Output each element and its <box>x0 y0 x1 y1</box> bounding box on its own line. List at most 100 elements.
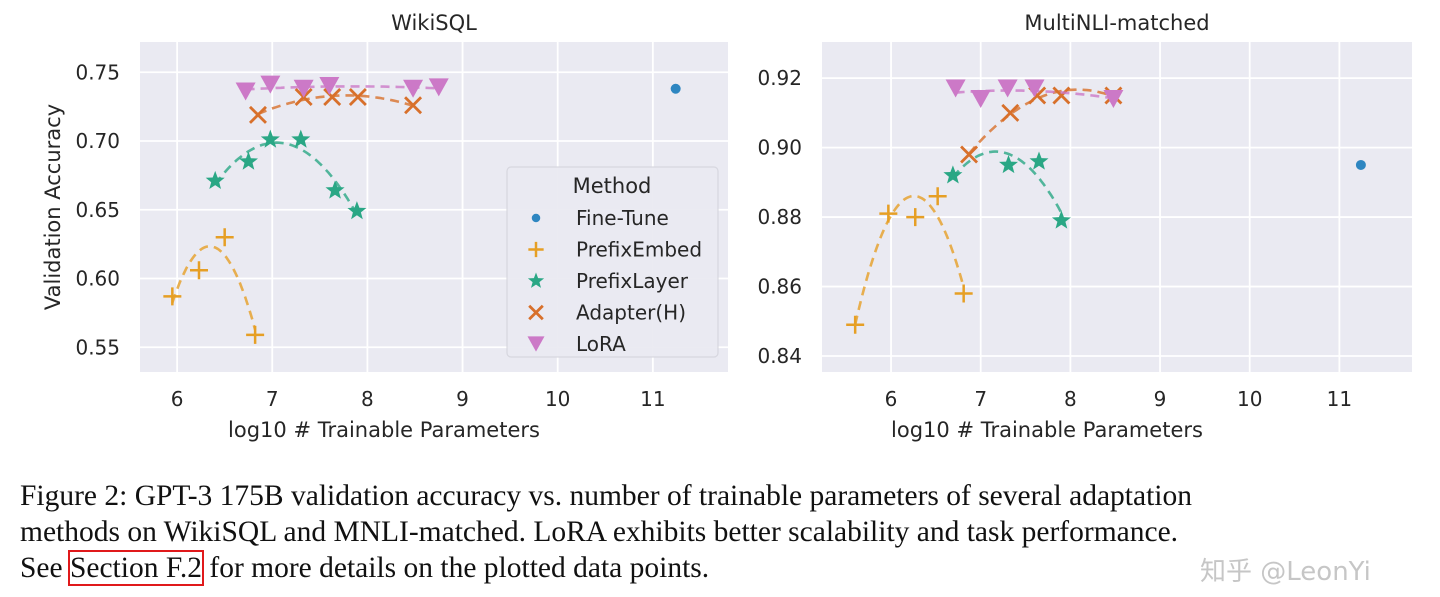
marker-star <box>943 165 963 184</box>
marker-triangle <box>1103 89 1124 108</box>
caption-text: for more details on the plotted data poi… <box>202 552 710 584</box>
y-tick-label: 0.60 <box>75 267 120 291</box>
marker-plus <box>246 325 265 344</box>
marker-star <box>1051 210 1071 229</box>
x-tick-label: 7 <box>974 387 987 411</box>
marker-triangle <box>1024 79 1045 98</box>
marker-plus <box>163 287 182 306</box>
legend-entry-adapterh: Adapter(H) <box>576 301 686 325</box>
legend: Method Fine-Tune PrefixEmbed PrefixLayer Ada… <box>506 166 719 358</box>
marker-triangle <box>945 79 966 98</box>
marker-star <box>999 155 1018 174</box>
chart-panel-wikisql: 6 7 8 9 10 11 0.55 0.60 0.65 0.70 0.75 WikiSQL log10… <box>41 11 728 442</box>
fit-curve <box>257 94 414 116</box>
marker-x <box>528 304 544 321</box>
marker-star <box>239 151 258 170</box>
marker-x <box>1052 86 1071 105</box>
series-prefixembed <box>163 228 265 344</box>
series-lora <box>235 75 449 101</box>
marker-plus <box>846 315 865 334</box>
y-tick-label: 0.90 <box>757 136 802 160</box>
x-tick-label: 6 <box>171 387 184 411</box>
series-prefixlayer <box>205 129 367 220</box>
y-tick-label: 0.75 <box>75 60 120 84</box>
marker-triangle <box>428 78 449 97</box>
series-prefixembed <box>846 187 973 334</box>
legend-box <box>506 166 719 358</box>
y-axis-label: Validation Accuracy <box>41 104 65 310</box>
caption-text: See <box>20 552 70 584</box>
series-prefixlayer <box>943 150 1071 229</box>
marker-star <box>325 180 345 199</box>
marker-x <box>348 88 367 106</box>
caption-line-2: methods on WikiSQL and MNLI-matched. LoR… <box>20 516 1179 548</box>
x-tick-label: 8 <box>1064 387 1077 411</box>
marker-x <box>1001 103 1020 122</box>
marker-circle <box>531 213 541 223</box>
fit-curve <box>853 194 965 325</box>
figure-caption: Figure 2: GPT-3 175B validation accuracy… <box>20 478 1435 587</box>
x-tick-label: 9 <box>456 387 469 411</box>
x-tick-label: 8 <box>361 387 374 411</box>
fit-curve <box>214 141 359 216</box>
x-tick-label: 6 <box>885 387 898 411</box>
marker-x <box>323 88 342 106</box>
watermark: 知乎 @LeonYi <box>1200 557 1371 587</box>
marker-triangle <box>403 79 424 98</box>
fit-curve <box>951 150 1063 214</box>
marker-star <box>527 272 545 288</box>
marker-x <box>960 145 979 164</box>
marker-x <box>248 105 267 124</box>
marker-plus <box>879 204 898 223</box>
marker-triangle <box>293 79 314 98</box>
marker-triangle <box>527 336 545 352</box>
y-tick-label: 0.84 <box>757 344 802 368</box>
marker-star <box>1029 151 1049 170</box>
legend-entry-prefixembed: PrefixEmbed <box>576 238 702 262</box>
caption-line-1: Figure 2: GPT-3 175B validation accuracy… <box>20 480 1192 512</box>
legend-entry-finetune: Fine-Tune <box>576 206 669 230</box>
y-tick-label: 0.88 <box>757 205 802 229</box>
marker-plus <box>928 187 947 206</box>
marker-triangle <box>260 75 281 94</box>
fit-curve <box>171 244 257 330</box>
legend-title: Method <box>573 174 652 198</box>
x-tick-label: 11 <box>640 387 665 411</box>
series-finetune <box>670 83 681 94</box>
fit-curve <box>968 88 1114 155</box>
caption-line-3: See Section F.2 for more details on the … <box>20 550 1435 586</box>
x-tick-label: 10 <box>1237 387 1262 411</box>
marker-triangle <box>970 89 991 108</box>
x-tick-label: 11 <box>1327 387 1352 411</box>
chart-panel-mnli: 6 7 8 9 10 11 0.84 0.86 0.88 0.90 0.92 MultiNLI-mat… <box>757 11 1412 442</box>
chart-title: MultiNLI-matched <box>1024 11 1209 35</box>
marker-plus <box>954 284 973 303</box>
marker-plus <box>189 261 208 280</box>
marker-triangle <box>319 77 340 95</box>
marker-plus <box>215 228 234 247</box>
x-tick-label: 7 <box>266 387 279 411</box>
y-tick-label: 0.70 <box>75 129 120 153</box>
marker-plus <box>906 208 925 227</box>
marker-x <box>404 96 423 115</box>
legend-entry-prefixlayer: PrefixLayer <box>576 269 689 293</box>
marker-star <box>347 201 367 220</box>
fit-curve <box>245 85 439 91</box>
marker-triangle <box>235 82 256 101</box>
chart-title: WikiSQL <box>391 11 477 35</box>
marker-star <box>260 129 280 148</box>
marker-circle <box>1355 159 1366 170</box>
x-tick-label: 10 <box>545 387 570 411</box>
x-tick-label: 9 <box>1154 387 1167 411</box>
section-f2-link[interactable]: Section F.2 <box>67 550 205 586</box>
y-tick-label: 0.86 <box>757 275 802 299</box>
series-finetune <box>1355 159 1366 170</box>
marker-plus <box>528 241 544 258</box>
marker-circle <box>670 83 681 94</box>
marker-triangle <box>997 79 1018 98</box>
marker-star <box>205 170 225 189</box>
x-axis-label: log10 # Trainable Parameters <box>228 418 540 442</box>
y-tick-label: 0.55 <box>75 335 120 359</box>
marker-star <box>291 129 311 148</box>
legend-entry-lora: LoRA <box>576 332 626 356</box>
